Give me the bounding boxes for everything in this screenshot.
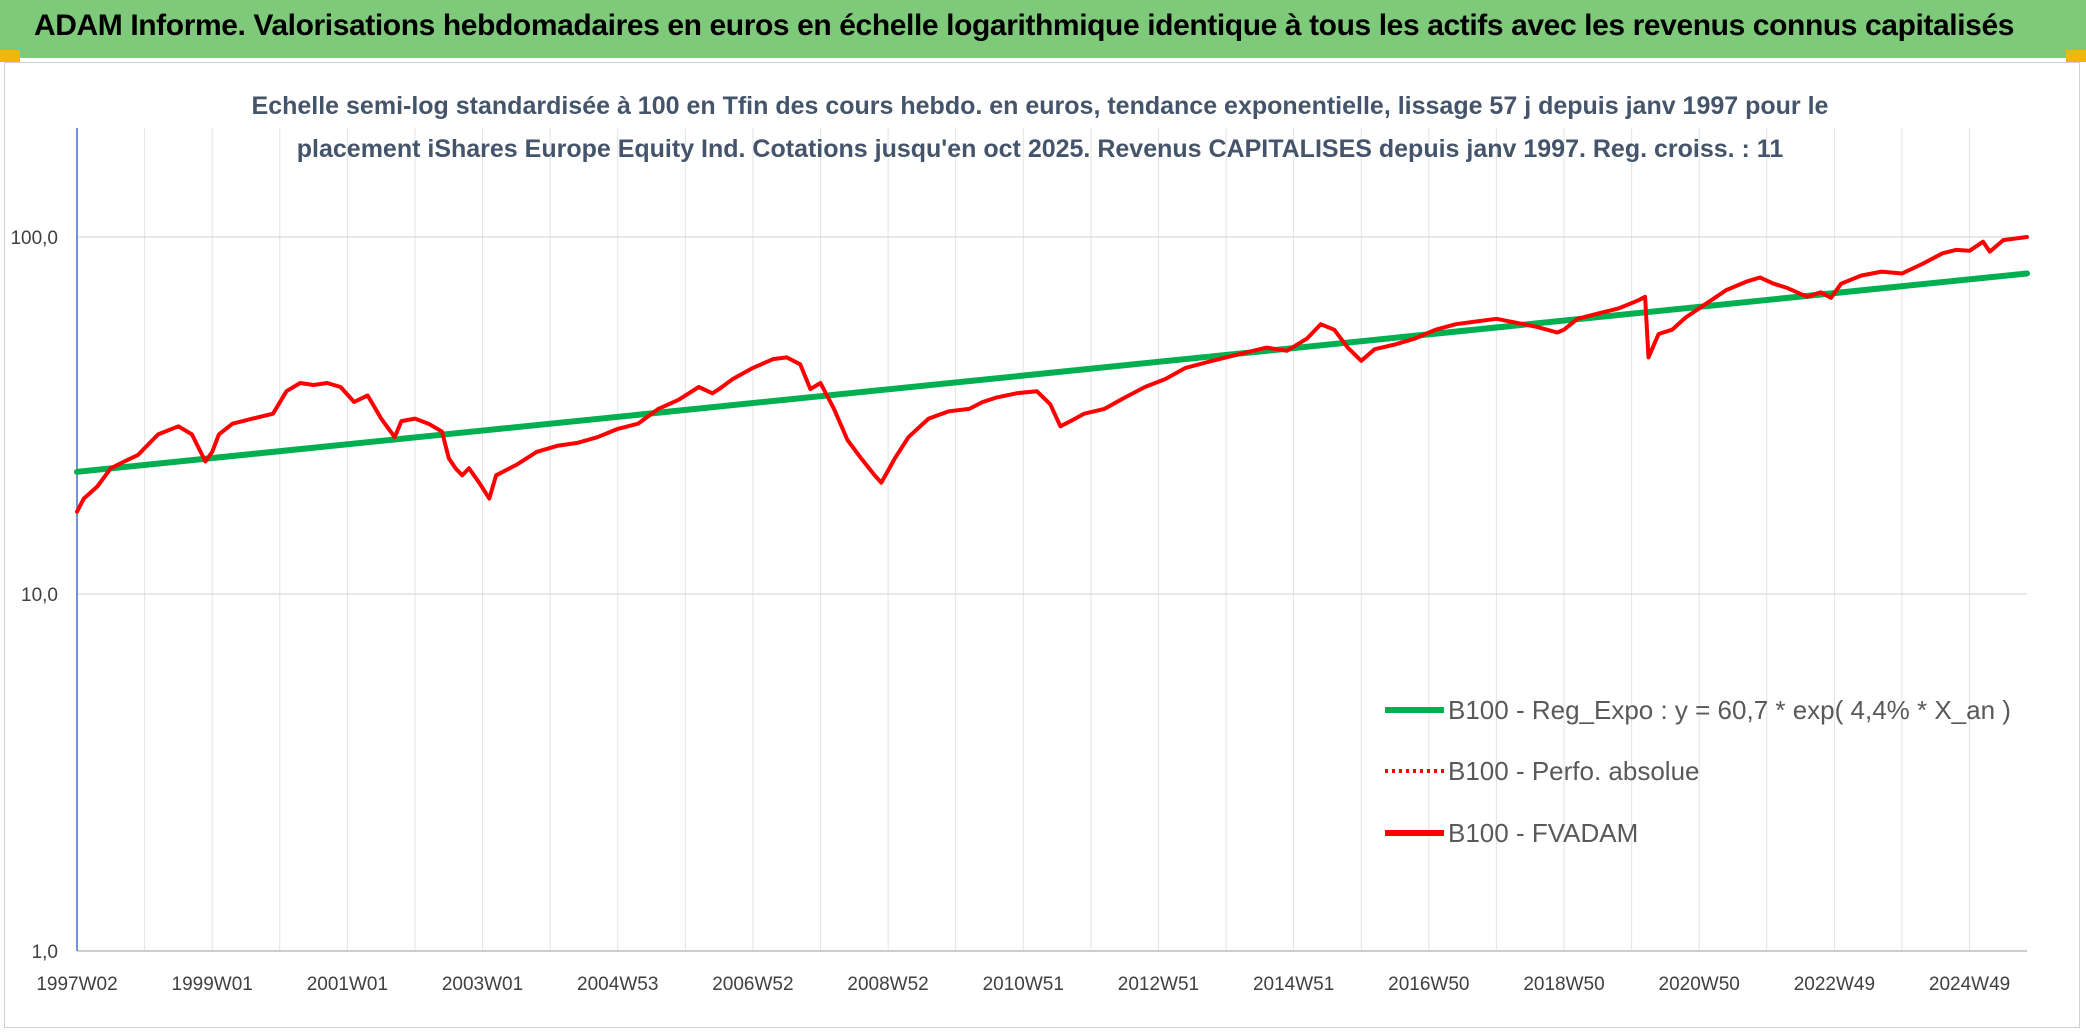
series-layer — [74, 235, 2030, 514]
x-tick-label-1: 1999W01 — [172, 974, 253, 995]
x-tick-label-6: 2008W52 — [847, 974, 928, 995]
report-banner: ADAM Informe. Valorisations hebdomadaire… — [0, 0, 2086, 58]
y-tick-label-2: 100,0 — [10, 228, 58, 249]
x-tick-label-11: 2018W50 — [1523, 974, 1604, 995]
y-tick-label-0: 1,0 — [32, 942, 58, 963]
x-tick-label-7: 2010W51 — [983, 974, 1064, 995]
legend-label-perfo: B100 - Perfo. absolue — [1448, 756, 1700, 786]
series-line-0 — [74, 270, 2030, 475]
x-tick-label-3: 2003W01 — [442, 974, 523, 995]
x-tick-label-8: 2012W51 — [1118, 974, 1199, 995]
chart-subtitle-line-1: Echelle semi-log standardisée à 100 en T… — [252, 92, 1829, 120]
grid — [76, 128, 2027, 952]
y-tick-label-1: 10,0 — [21, 585, 58, 606]
x-tick-label-2: 2001W01 — [307, 974, 388, 995]
x-tick-label-0: 1997W02 — [36, 974, 117, 995]
corner-marker-left — [0, 50, 20, 62]
x-tick-label-12: 2020W50 — [1659, 974, 1740, 995]
tick-layer: 1,0 10,0 100,0 1997W02 1999W01 2001W01 2003W01… — [10, 228, 2010, 995]
x-tick-label-4: 2004W53 — [577, 974, 658, 995]
legend-label-regression: B100 - Reg_Expo : y = 60,7 * exp( 4,4% *… — [1448, 695, 2011, 725]
report-title: ADAM Informe. Valorisations hebdomadaire… — [34, 9, 2015, 42]
x-tick-label-5: 2006W52 — [712, 974, 793, 995]
x-tick-label-10: 2016W50 — [1388, 974, 1469, 995]
chart-subtitle-line-2: placement iShares Europe Equity Ind. Cot… — [297, 135, 1784, 163]
legend: B100 - Reg_Expo : y = 60,7 * exp( 4,4% *… — [1385, 695, 2011, 848]
chart-frame — [4, 62, 2080, 1028]
x-tick-label-9: 2014W51 — [1253, 974, 1334, 995]
corner-marker-right — [2066, 50, 2086, 62]
series-line-2 — [75, 235, 2029, 514]
x-tick-label-13: 2022W49 — [1794, 974, 1875, 995]
x-tick-label-14: 2024W49 — [1929, 974, 2010, 995]
legend-label-fvadam: B100 - FVADAM — [1448, 818, 1638, 848]
